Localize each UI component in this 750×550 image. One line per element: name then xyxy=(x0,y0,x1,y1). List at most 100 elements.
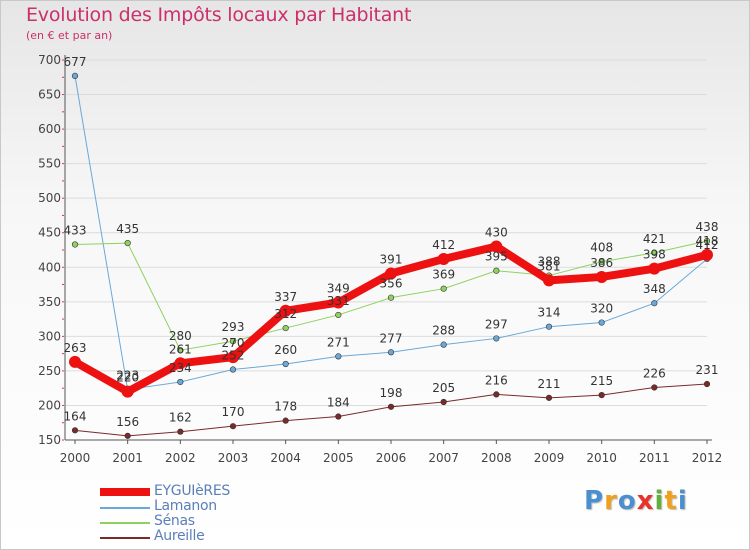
data-label-aureille: 211 xyxy=(538,377,561,391)
data-label-eyguires: 261 xyxy=(169,342,192,356)
data-label-eyguires: 391 xyxy=(380,252,403,266)
data-label-snas: 356 xyxy=(380,277,403,291)
logo-letter: x xyxy=(636,486,655,516)
data-point-lamanon xyxy=(229,366,237,373)
data-point-aureille xyxy=(440,398,447,406)
data-label-eyguires: 349 xyxy=(327,282,350,296)
data-label-aureille: 198 xyxy=(380,386,403,400)
y-tick-label: 150 xyxy=(38,433,61,447)
legend-swatch-eyguieres xyxy=(100,488,150,496)
data-label-lamanon: 412 xyxy=(696,238,719,252)
data-point-eyguires xyxy=(69,355,81,368)
x-tick-label: 2006 xyxy=(376,451,407,465)
data-point-snas xyxy=(124,239,131,247)
data-label-eyguires: 337 xyxy=(274,290,297,304)
x-tick-label: 2004 xyxy=(270,451,301,465)
data-label-snas: 421 xyxy=(643,232,666,246)
y-tick-label: 300 xyxy=(38,329,61,343)
data-label-eyguires: 412 xyxy=(432,238,455,252)
logo-letter: t xyxy=(664,486,678,516)
data-label-aureille: 205 xyxy=(432,381,455,395)
data-point-snas xyxy=(703,237,711,245)
y-tick-label: 450 xyxy=(38,226,61,240)
legend-swatch-lamanon xyxy=(100,507,150,509)
data-label-aureille: 162 xyxy=(169,411,192,425)
y-tick-label: 700 xyxy=(38,53,61,67)
logo-letter: r xyxy=(604,486,618,516)
data-point-eyguires xyxy=(701,248,713,261)
data-point-eyguires xyxy=(595,270,608,283)
data-label-lamanon: 252 xyxy=(222,349,245,363)
data-point-eyguires xyxy=(648,262,661,275)
data-label-snas: 331 xyxy=(327,294,350,308)
legend-label-aureille: Aureille xyxy=(154,528,205,544)
data-point-snas xyxy=(335,311,342,319)
data-label-snas: 435 xyxy=(116,222,139,236)
data-point-snas xyxy=(387,294,395,301)
y-tick-label: 350 xyxy=(38,295,61,309)
data-label-lamanon: 234 xyxy=(169,361,192,375)
data-label-lamanon: 348 xyxy=(643,282,666,296)
data-point-eyguires xyxy=(490,240,503,253)
x-tick-label: 2008 xyxy=(481,451,512,465)
logo-letter: o xyxy=(617,486,637,516)
y-tick-label: 650 xyxy=(38,88,61,102)
data-label-aureille: 164 xyxy=(64,409,87,423)
data-point-lamanon xyxy=(598,319,605,326)
data-label-aureille: 231 xyxy=(696,363,719,377)
legend-label-eyguieres: EYGUIèRES xyxy=(154,483,230,499)
data-label-snas: 312 xyxy=(274,307,297,321)
data-label-lamanon: 677 xyxy=(64,55,87,69)
data-label-aureille: 178 xyxy=(274,400,297,414)
data-point-eyguires xyxy=(437,252,450,265)
data-point-aureille xyxy=(387,403,395,410)
data-point-lamanon xyxy=(440,341,447,348)
data-label-lamanon: 297 xyxy=(485,317,508,331)
data-point-aureille xyxy=(177,428,184,435)
data-point-eyguires xyxy=(174,357,187,370)
x-tick-label: 2007 xyxy=(428,451,459,465)
data-label-lamanon: 271 xyxy=(327,335,350,349)
data-point-aureille xyxy=(598,391,605,399)
data-point-lamanon xyxy=(545,323,553,330)
data-label-lamanon: 288 xyxy=(432,324,455,338)
data-label-aureille: 170 xyxy=(222,405,245,419)
data-point-lamanon xyxy=(282,360,289,368)
data-label-snas: 433 xyxy=(64,223,87,237)
legend-label-lamanon: Lamanon xyxy=(154,498,217,514)
data-label-eyguires: 386 xyxy=(590,256,613,270)
data-point-aureille xyxy=(545,394,553,401)
x-tick-label: 2012 xyxy=(692,451,723,465)
data-point-snas xyxy=(493,267,500,274)
data-label-aureille: 156 xyxy=(116,415,139,429)
x-tick-label: 2002 xyxy=(165,451,196,465)
logo-letter: P xyxy=(584,486,605,516)
data-label-aureille: 184 xyxy=(327,396,350,410)
proxiti-logo: Proxiti xyxy=(584,486,688,516)
data-point-eyguires xyxy=(279,304,292,317)
data-point-snas xyxy=(440,285,447,292)
legend-label-senas: Sénas xyxy=(154,513,195,529)
data-label-lamanon: 320 xyxy=(590,302,613,316)
data-label-snas: 369 xyxy=(432,268,455,282)
chart-subtitle: (en € et par an) xyxy=(26,29,113,42)
data-label-aureille: 215 xyxy=(590,374,613,388)
data-point-lamanon xyxy=(493,335,500,342)
x-tick-label: 2000 xyxy=(60,451,91,465)
data-point-snas xyxy=(229,338,237,345)
data-point-eyguires xyxy=(385,267,397,280)
data-point-aureille xyxy=(335,413,342,420)
y-tick-label: 200 xyxy=(38,398,61,412)
data-label-eyguires: 398 xyxy=(643,248,666,262)
data-point-lamanon xyxy=(387,349,395,356)
data-label-eyguires: 430 xyxy=(485,226,508,240)
data-point-snas xyxy=(71,241,79,248)
data-label-eyguires: 263 xyxy=(64,341,87,355)
data-point-eyguires xyxy=(227,351,239,364)
x-tick-label: 2011 xyxy=(639,451,670,465)
data-point-aureille xyxy=(71,427,79,434)
data-label-snas: 395 xyxy=(485,250,508,264)
x-tick-label: 2001 xyxy=(112,451,143,465)
data-label-snas: 408 xyxy=(590,241,613,255)
